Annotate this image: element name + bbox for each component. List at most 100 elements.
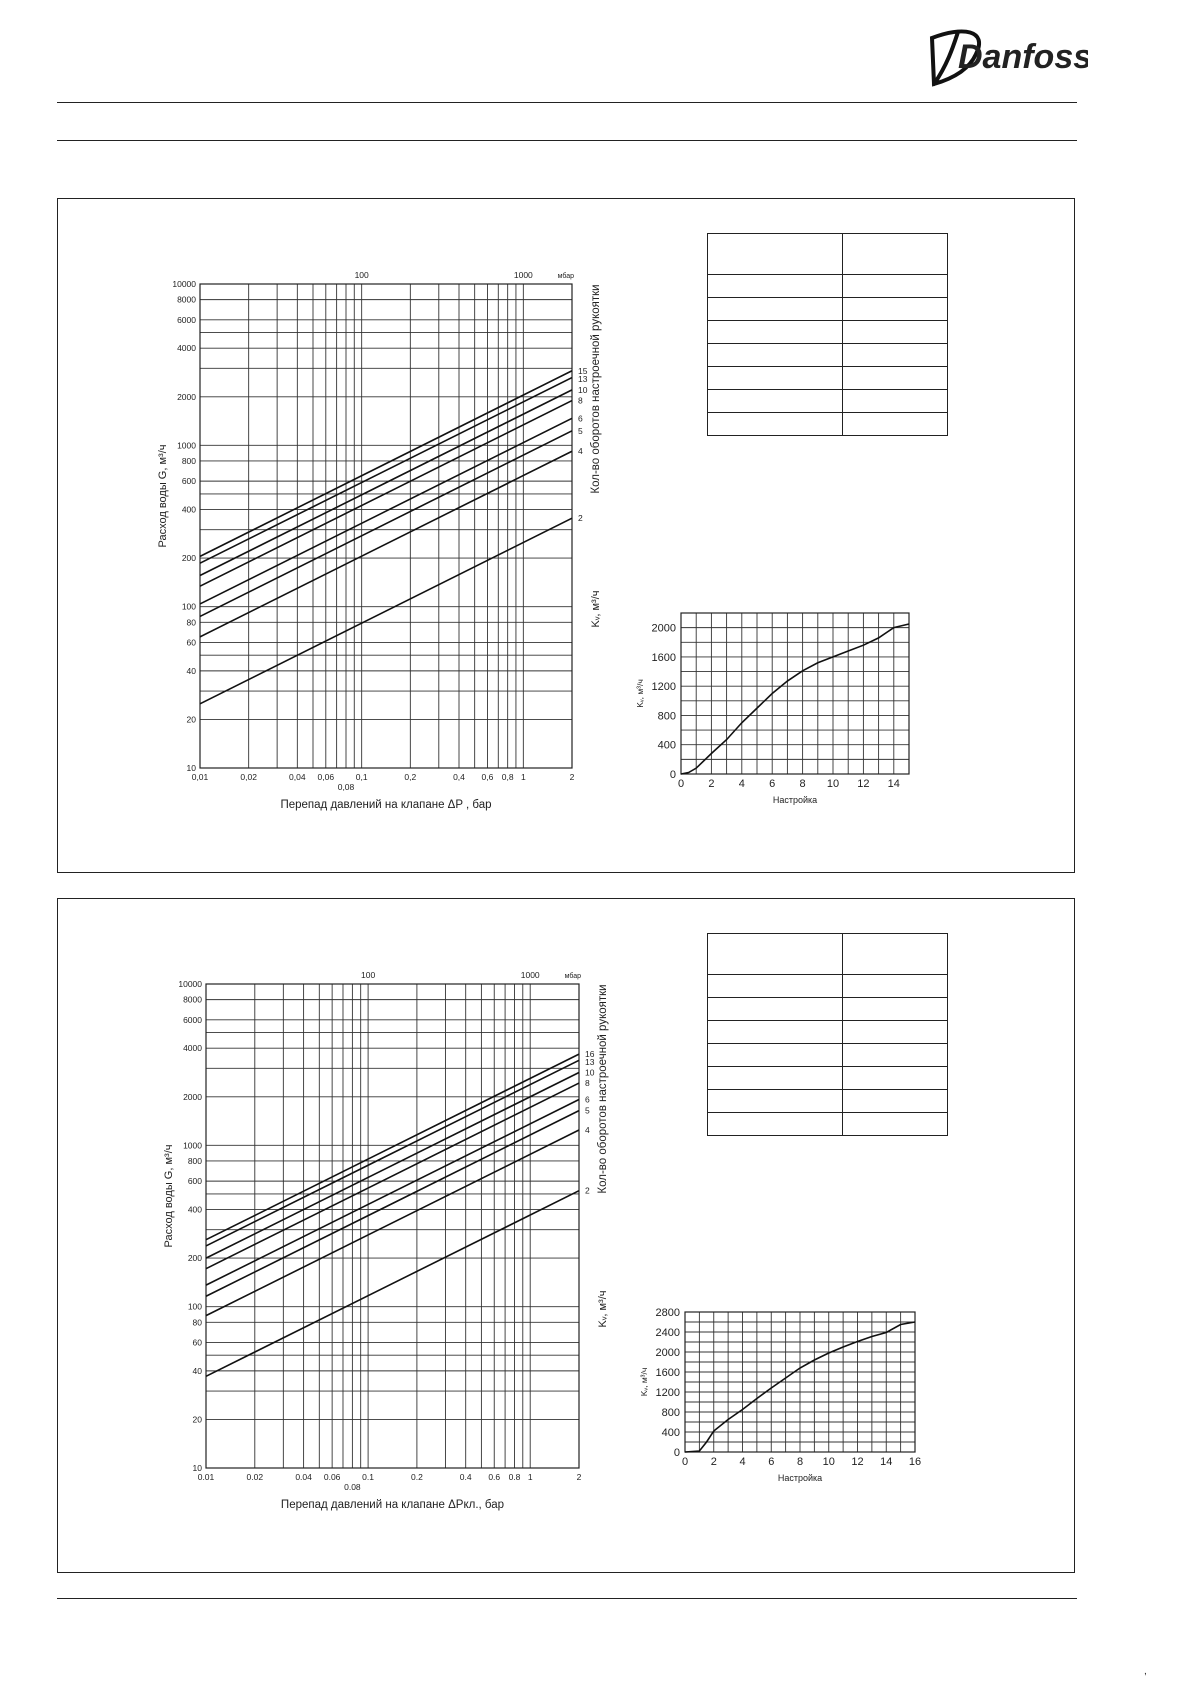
table-cell (842, 933, 948, 975)
kv-plot-frame (680, 612, 910, 775)
kv-y-tick-label: 1600 (652, 652, 676, 664)
table-cell (842, 1112, 948, 1136)
table-row (707, 274, 948, 298)
kv-y-tick-label: 2000 (656, 1347, 680, 1359)
kv-chart: 0 2 4 6 8 10 12 14 16 0 400 800 1200 1600 2000 2400 2800… (639, 1307, 921, 1483)
table-cell (842, 233, 948, 275)
series-label: 15 (578, 366, 588, 376)
top-tick-label: 1000 (514, 270, 533, 280)
y-tick-label: 4000 (183, 1043, 202, 1053)
table-cell (842, 1089, 948, 1113)
series-line-4 (205, 1129, 580, 1317)
y-axis-title: Расход воды G, м³/ч (163, 1145, 175, 1248)
series-label: 8 (585, 1078, 590, 1088)
kv-x-tick-label: 14 (880, 1456, 892, 1468)
table-row (707, 343, 948, 367)
x-tick-label: 0,2 (404, 772, 416, 782)
kv-x-tick-label: 12 (851, 1456, 863, 1468)
x-tick-label: 0,04 (289, 772, 306, 782)
series-label: 13 (578, 374, 588, 384)
series-label: 5 (585, 1106, 590, 1116)
series-label: 13 (585, 1057, 595, 1067)
series-label: 2 (578, 513, 583, 523)
kv-y-axis-title: Kᵥ, м³/ч (635, 679, 645, 708)
table-cell (707, 297, 843, 321)
x-tick-label: 0,06 (318, 772, 335, 782)
series-line-4 (199, 450, 573, 638)
table-row (707, 1112, 948, 1136)
top-unit-label: мбар (565, 972, 581, 980)
y-tick-label: 8000 (183, 995, 202, 1005)
table-row (707, 233, 948, 275)
y-tick-label: 100 (182, 602, 196, 612)
y-tick-label: 6000 (177, 315, 196, 325)
x-tick-label: 0.4 (460, 1472, 472, 1482)
table-cell (707, 1112, 843, 1136)
y-tick-label: 60 (187, 637, 197, 647)
chart-panel-1: 0,01 0,02 0,04 0,06 0,08 0,1 0,2 0,4 0,6 0,8 1 2 10 2… (57, 198, 1075, 873)
series-label: 6 (578, 413, 583, 423)
table-row (707, 997, 948, 1021)
chart-panel-1-graphics: 0,01 0,02 0,04 0,060,080,1 0,2 0,4 0,6 0,8 1 2102… (157, 270, 910, 811)
kv-x-tick-label: 2 (708, 778, 714, 790)
x-tick-label: 0,6 (482, 772, 494, 782)
top-tick-label: 100 (361, 970, 375, 980)
table-cell (842, 389, 948, 413)
series-line-16 (205, 1053, 580, 1241)
header-rule-top (57, 102, 1077, 103)
chart-panel-2: 0.01 0.02 0.04 0.06 0.08 0.1 0.2 0.4 0.6 0.8 1 2 10 2… (57, 898, 1075, 1573)
table-cell (842, 997, 948, 1021)
x-tick-label: 0,02 (240, 772, 257, 782)
kv-x-tick-label: 14 (888, 778, 900, 790)
y-tick-label: 800 (188, 1156, 202, 1166)
y-tick-label: 60 (193, 1337, 203, 1347)
x-tick-label: 0,01 (192, 772, 209, 782)
kv-axis-title: Kᵥ, м³/ч (590, 591, 602, 628)
y-tick-label: 80 (193, 1317, 203, 1327)
flow-chart: 0,01 0,02 0,04 0,060,080,1 0,2 0,4 0,6 0,8 1 2 10 2… (157, 270, 602, 811)
y-axis-title: Расход воды G, м³/ч (157, 445, 169, 548)
kv-x-axis-title: Настройка (778, 1473, 822, 1483)
kv-y-tick-label: 1600 (656, 1367, 680, 1379)
series-label: 8 (578, 396, 583, 406)
table-cell (707, 1089, 843, 1113)
flow-chart: 0.01 0.02 0.04 0.060.080.1 0.2 0.4 0.6 0.8 1 2 10 2… (163, 970, 609, 1511)
x-axis-title: Перепад давлений на клапане ΔPкл., бар (281, 1499, 504, 1511)
kv-x-tick-label: 10 (827, 778, 839, 790)
table-cell (707, 997, 843, 1021)
table-row (707, 320, 948, 344)
table-cell (707, 412, 843, 436)
y-tick-label: 200 (188, 1253, 202, 1263)
kv-x-tick-label: 0 (678, 778, 684, 790)
table-cell (842, 343, 948, 367)
plot-frame (199, 283, 573, 769)
series-label: 16 (585, 1049, 595, 1059)
kv-table-2 (707, 933, 948, 1136)
kv-y-tick-label: 1200 (652, 681, 676, 693)
y-tick-label: 800 (182, 456, 196, 466)
y-tick-label: 1000 (177, 440, 196, 450)
series-label: 4 (578, 446, 583, 456)
y-tick-label: 400 (182, 505, 196, 515)
table-cell (707, 933, 843, 975)
x-tick-label: 0.08 (344, 1482, 361, 1492)
x-tick-label: 0.6 (488, 1472, 500, 1482)
y-tick-label: 20 (193, 1414, 203, 1424)
kv-table-1 (707, 233, 948, 436)
x-tick-label: 1 (528, 1472, 533, 1482)
y-tick-label: 100 (188, 1302, 202, 1312)
x-tick-label: 0.8 (509, 1472, 521, 1482)
x-tick-label: 1 (521, 772, 526, 782)
y-tick-label: 10 (187, 763, 197, 773)
kv-x-tick-label: 8 (797, 1456, 803, 1468)
kv-y-tick-label: 2000 (652, 623, 676, 635)
table-cell (842, 297, 948, 321)
table-row (707, 974, 948, 998)
table-cell (842, 412, 948, 436)
series-line-5 (199, 430, 573, 618)
table-cell (707, 343, 843, 367)
kv-y-tick-label: 0 (674, 1447, 680, 1459)
kv-curve (684, 1321, 916, 1453)
kv-y-axis-title: Kᵥ, м³/ч (639, 1368, 649, 1397)
table-row (707, 1089, 948, 1113)
